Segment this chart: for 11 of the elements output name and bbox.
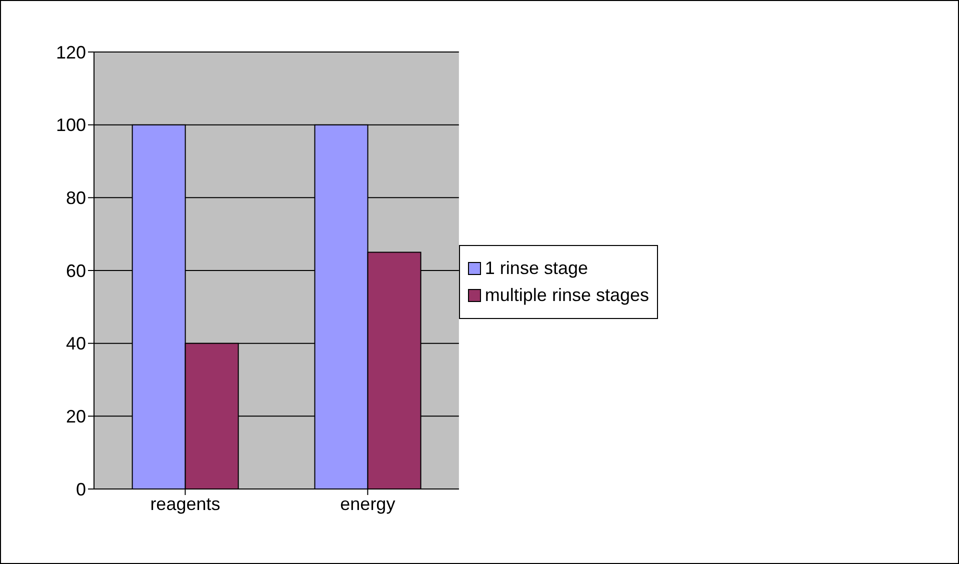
- y-tick-label: 80: [66, 188, 86, 208]
- x-tick-label: reagents: [150, 494, 220, 514]
- x-tick-label: energy: [340, 494, 396, 514]
- y-tick-label: 40: [66, 334, 86, 354]
- y-tick-label: 100: [56, 115, 86, 136]
- y-tick-label: 20: [66, 406, 86, 427]
- y-tick-label: 120: [56, 42, 86, 62]
- y-tick-label: 60: [66, 260, 86, 281]
- legend-label: multiple rinse stages: [484, 285, 649, 306]
- y-tick-label: 0: [76, 479, 86, 500]
- legend-label: 1 rinse stage: [484, 258, 588, 279]
